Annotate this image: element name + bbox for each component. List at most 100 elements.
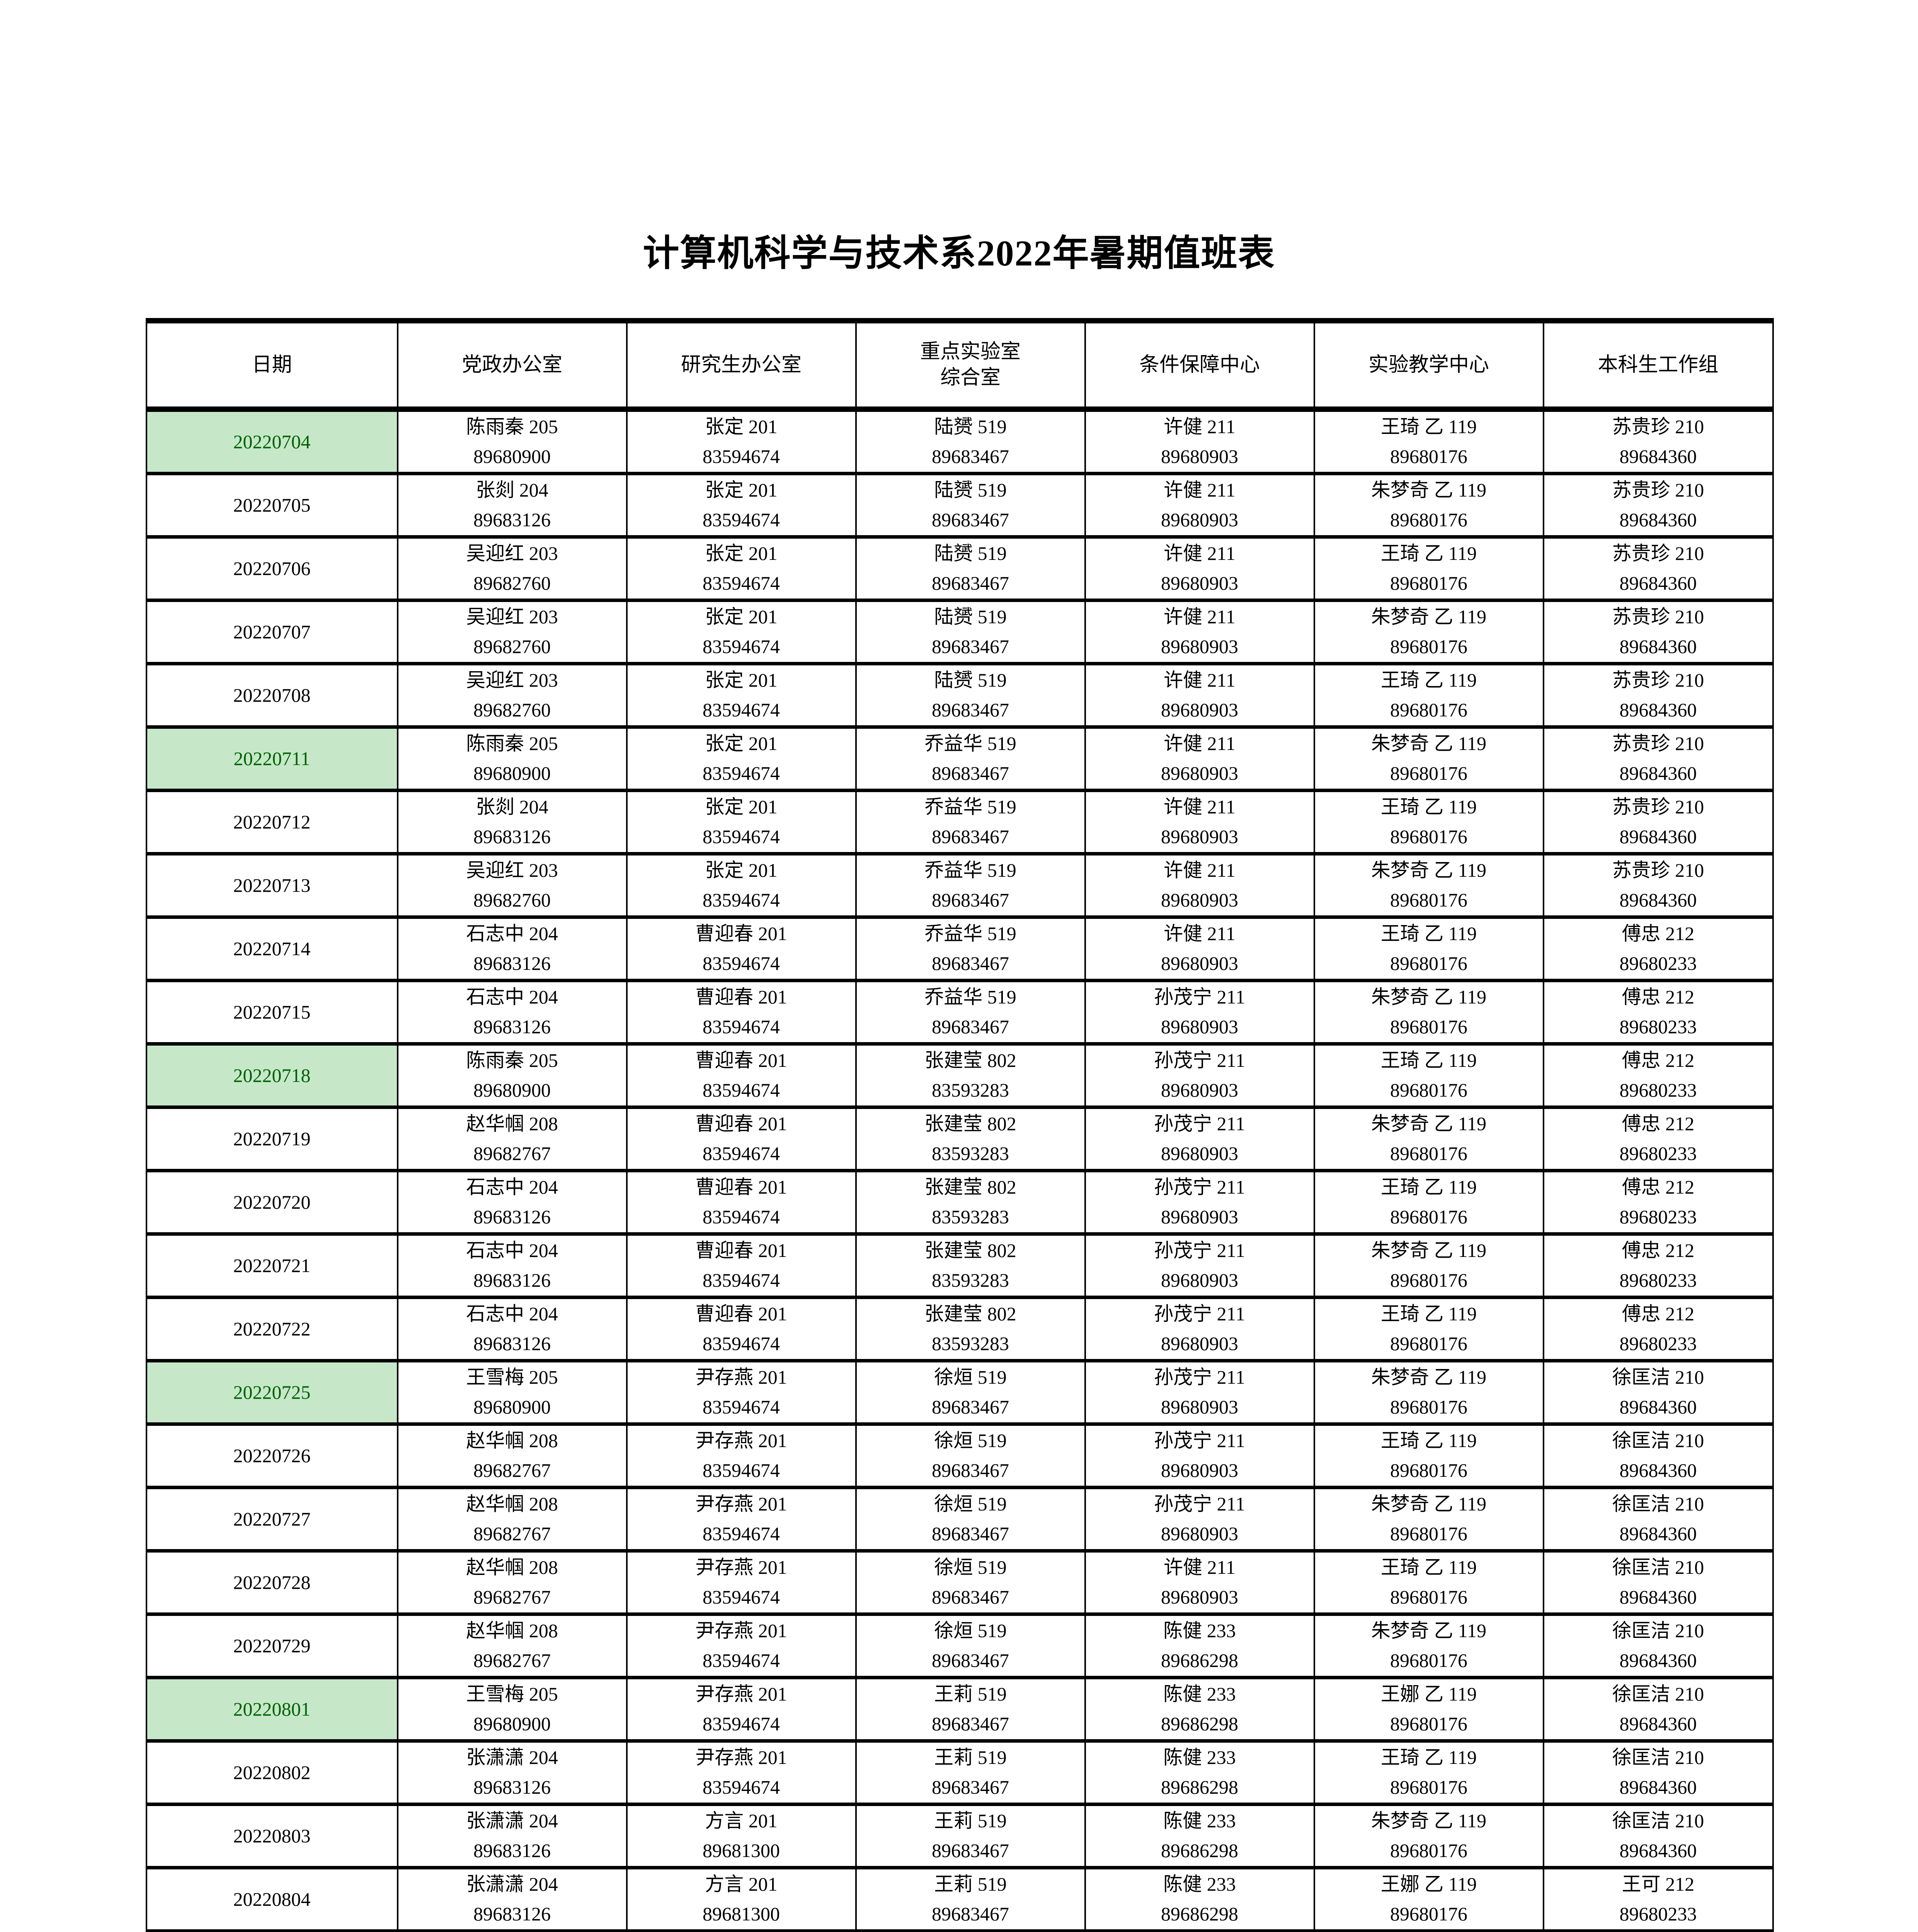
cell-teaching-center: 王琦 乙 119 89680176 bbox=[1313, 1297, 1544, 1362]
duty-phone-number: 89680903 bbox=[1161, 1016, 1238, 1038]
duty-person-name: 陆赟 519 bbox=[934, 479, 1007, 501]
duty-person-name: 徐匡洁 210 bbox=[1612, 1556, 1704, 1578]
duty-phone-number: 89683467 bbox=[932, 636, 1009, 658]
duty-person-name: 孙茂宁 211 bbox=[1154, 1493, 1245, 1515]
duty-person-name: 曹迎春 201 bbox=[695, 922, 787, 944]
duty-phone-number: 89686298 bbox=[1161, 1650, 1238, 1672]
duty-phone-number: 89680903 bbox=[1161, 1269, 1238, 1291]
cell-key-lab: 乔益华 519 89683467 bbox=[855, 854, 1086, 919]
duty-phone-number: 89683126 bbox=[473, 1333, 551, 1355]
cell-teaching-center: 朱梦奇 乙 119 89680176 bbox=[1313, 1614, 1544, 1679]
cell-teaching-center: 朱梦奇 乙 119 89680176 bbox=[1313, 1487, 1544, 1553]
duty-person-name: 傅忠 212 bbox=[1622, 1303, 1695, 1325]
cell-teaching-center: 王琦 乙 119 89680176 bbox=[1313, 1551, 1544, 1616]
duty-person-name: 许健 211 bbox=[1164, 605, 1236, 628]
cell-support-center: 孙茂宁 211 89680903 bbox=[1084, 1361, 1315, 1426]
duty-phone-number: 89683467 bbox=[932, 699, 1009, 721]
cell-graduate-office: 尹存燕 201 83594674 bbox=[626, 1614, 857, 1679]
table-row: 20220706 吴迎红 203 89682760 张定 201 83594674 陆赟 … bbox=[145, 537, 1774, 602]
cell-support-center: 孙茂宁 211 89680903 bbox=[1084, 1487, 1315, 1553]
cell-date: 20220726 bbox=[145, 1424, 398, 1489]
duty-phone-number: 89680233 bbox=[1619, 1206, 1697, 1228]
cell-party-office: 张潇潇 204 89683126 bbox=[397, 1741, 628, 1806]
duty-person-name: 张定 201 bbox=[705, 669, 778, 691]
duty-person-name: 陈雨秦 205 bbox=[466, 1049, 558, 1071]
column-header-key-lab: 重点实验室 综合室 bbox=[855, 320, 1086, 412]
duty-phone-number: 89681300 bbox=[703, 1903, 780, 1925]
duty-phone-number: 83594674 bbox=[703, 1396, 780, 1418]
duty-phone-number: 89682767 bbox=[473, 1586, 551, 1608]
duty-phone-number: 83593283 bbox=[932, 1333, 1009, 1355]
cell-key-lab: 王莉 519 89683467 bbox=[855, 1741, 1086, 1806]
duty-phone-number: 89682760 bbox=[473, 889, 551, 911]
duty-phone-number: 89680176 bbox=[1390, 762, 1467, 784]
cell-key-lab: 张建莹 802 83593283 bbox=[855, 1297, 1086, 1362]
duty-phone-number: 89683467 bbox=[932, 1776, 1009, 1798]
cell-date: 20220715 bbox=[145, 980, 398, 1046]
duty-person-name: 陈健 233 bbox=[1163, 1873, 1236, 1895]
cell-date: 20220712 bbox=[145, 790, 398, 855]
duty-person-name: 傅忠 212 bbox=[1622, 1112, 1695, 1134]
duty-phone-number: 89686298 bbox=[1161, 1903, 1238, 1925]
duty-person-name: 张定 201 bbox=[705, 479, 778, 501]
cell-key-lab: 陆赟 519 89683467 bbox=[855, 600, 1086, 665]
table-row: 20220719 赵华帼 208 89682767 曹迎春 201 83594674 张建… bbox=[145, 1107, 1774, 1172]
duty-person-name: 孙茂宁 211 bbox=[1154, 1049, 1245, 1071]
cell-support-center: 陈健 233 89686298 bbox=[1084, 1804, 1315, 1869]
cell-undergrad-group: 苏贵珍 210 89684360 bbox=[1542, 727, 1774, 792]
cell-graduate-office: 曹迎春 201 83594674 bbox=[626, 1234, 857, 1299]
duty-phone-number: 89680903 bbox=[1161, 1079, 1238, 1101]
cell-key-lab: 徐烜 519 89683467 bbox=[855, 1424, 1086, 1489]
cell-party-office: 陈雨秦 205 89680900 bbox=[397, 1044, 628, 1109]
duty-person-name: 许健 211 bbox=[1164, 732, 1236, 754]
cell-party-office: 赵华帼 208 89682767 bbox=[397, 1614, 628, 1679]
cell-date: 20220714 bbox=[145, 917, 398, 982]
cell-date: 20220801 bbox=[145, 1677, 398, 1743]
cell-teaching-center: 王琦 乙 119 89680176 bbox=[1313, 1741, 1544, 1806]
table-row: 20220728 赵华帼 208 89682767 尹存燕 201 83594674 徐烜… bbox=[145, 1551, 1774, 1616]
duty-person-name: 朱梦奇 乙 119 bbox=[1371, 605, 1487, 628]
cell-undergrad-group: 王可 212 89680233 bbox=[1542, 1867, 1774, 1932]
cell-support-center: 许健 211 89680903 bbox=[1084, 473, 1315, 539]
cell-date: 20220711 bbox=[145, 727, 398, 792]
duty-phone-number: 89681300 bbox=[703, 1840, 780, 1862]
duty-phone-number: 89680176 bbox=[1390, 1650, 1467, 1672]
table-row: 20220704 陈雨秦 205 89680900 张定 201 83594674 陆赟 … bbox=[145, 409, 1774, 475]
duty-person-name: 孙茂宁 211 bbox=[1154, 1429, 1245, 1451]
cell-party-office: 陈雨秦 205 89680900 bbox=[397, 727, 628, 792]
cell-teaching-center: 王琦 乙 119 89680176 bbox=[1313, 663, 1544, 729]
cell-teaching-center: 朱梦奇 乙 119 89680176 bbox=[1313, 980, 1544, 1046]
duty-person-name: 吴迎红 203 bbox=[466, 542, 558, 564]
cell-support-center: 许健 211 89680903 bbox=[1084, 663, 1315, 729]
duty-person-name: 张潇潇 204 bbox=[466, 1810, 558, 1832]
duty-person-name: 王娜 乙 119 bbox=[1380, 1683, 1477, 1705]
cell-party-office: 赵华帼 208 89682767 bbox=[397, 1551, 628, 1616]
cell-undergrad-group: 傅忠 212 89680233 bbox=[1542, 1170, 1774, 1236]
duty-person-name: 徐匡洁 210 bbox=[1612, 1493, 1704, 1515]
duty-phone-number: 89680176 bbox=[1390, 1586, 1467, 1608]
cell-graduate-office: 尹存燕 201 83594674 bbox=[626, 1551, 857, 1616]
duty-person-name: 王莉 519 bbox=[934, 1873, 1007, 1895]
column-header-graduate-office: 研究生办公室 bbox=[626, 320, 857, 412]
cell-undergrad-group: 苏贵珍 210 89684360 bbox=[1542, 600, 1774, 665]
cell-teaching-center: 王琦 乙 119 89680176 bbox=[1313, 1044, 1544, 1109]
duty-person-name: 尹存燕 201 bbox=[695, 1619, 787, 1641]
cell-graduate-office: 曹迎春 201 83594674 bbox=[626, 1297, 857, 1362]
cell-graduate-office: 张定 201 83594674 bbox=[626, 727, 857, 792]
cell-key-lab: 乔益华 519 89683467 bbox=[855, 917, 1086, 982]
cell-undergrad-group: 傅忠 212 89680233 bbox=[1542, 1044, 1774, 1109]
duty-phone-number: 89680176 bbox=[1390, 1143, 1467, 1165]
duty-phone-number: 83593283 bbox=[932, 1269, 1009, 1291]
duty-table-container: 日期 党政办公室 研究生办公室 重点实验室 综合室 条件保障中心 实验教学中心 … bbox=[145, 276, 1774, 1932]
duty-person-name: 王琦 乙 119 bbox=[1380, 1556, 1477, 1578]
duty-phone-number: 89680903 bbox=[1161, 446, 1238, 468]
cell-undergrad-group: 徐匡洁 210 89684360 bbox=[1542, 1424, 1774, 1489]
duty-phone-number: 89683126 bbox=[473, 1269, 551, 1291]
duty-phone-number: 89680900 bbox=[473, 762, 551, 784]
cell-support-center: 孙茂宁 211 89680903 bbox=[1084, 1234, 1315, 1299]
duty-phone-number: 83594674 bbox=[703, 889, 780, 911]
duty-phone-number: 89680176 bbox=[1390, 1016, 1467, 1038]
duty-person-name: 王琦 乙 119 bbox=[1380, 1049, 1477, 1071]
cell-party-office: 张剡 204 89683126 bbox=[397, 473, 628, 539]
cell-key-lab: 陆赟 519 89683467 bbox=[855, 409, 1086, 475]
